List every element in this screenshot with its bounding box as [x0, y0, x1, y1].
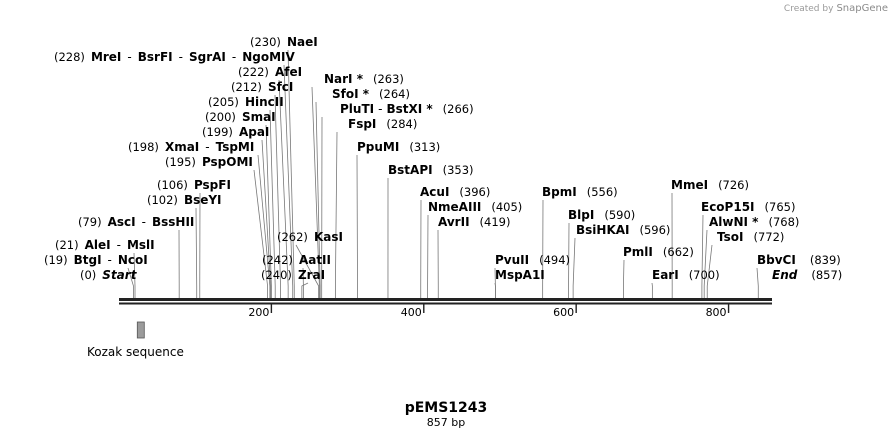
site-label-BsiHKAI[interactable]: BsiHKAI (596)	[576, 223, 670, 237]
site-label-BlpI[interactable]: BlpI (590)	[568, 208, 635, 222]
scale-tick-label-200: 200	[248, 306, 269, 319]
leader-ZraI	[301, 282, 309, 298]
site-label-MreI[interactable]: (228) MreI - BsrFI - SgrAI - NgoMIV	[54, 50, 296, 64]
plasmid-length: 857 bp	[427, 416, 465, 429]
site-label-PvuII[interactable]: PvuII (494)	[495, 253, 570, 267]
site-label-NarI[interactable]: NarI * (263)	[324, 72, 404, 86]
leader-EcoP15I	[701, 214, 704, 298]
leader-PmlI	[623, 259, 625, 298]
site-label-AfeI[interactable]: (222) AfeI	[238, 65, 302, 79]
site-label-BtgI[interactable]: (19) BtgI - NcoI	[44, 253, 148, 267]
site-label-End[interactable]: End (857)	[772, 268, 842, 282]
kozak-feature-box[interactable]	[136, 321, 145, 339]
leader-KasI	[295, 244, 320, 298]
leader-BtgI	[127, 267, 134, 298]
leader-TsoI	[706, 244, 713, 298]
leader-SmaI	[265, 124, 272, 298]
scale-tick-label-800: 800	[706, 306, 727, 319]
site-label-ZraI[interactable]: (240) ZraI	[261, 268, 325, 282]
leader-SfcI	[274, 94, 281, 298]
scale-tick-label-600: 600	[553, 306, 574, 319]
site-label-AvrII[interactable]: AvrII (419)	[438, 215, 510, 229]
kozak-feature-label: Kozak sequence	[87, 345, 184, 359]
site-label-AcuI[interactable]: AcuI (396)	[420, 185, 490, 199]
leader-PspOMI	[253, 169, 268, 298]
enzyme-labels: (230) NaeI(228) MreI - BsrFI - SgrAI - NgoMIV(22…	[44, 35, 842, 282]
leader-FspI	[334, 131, 338, 298]
site-label-EarI[interactable]: EarI (700)	[652, 268, 720, 282]
leader-AlwNI	[703, 229, 708, 298]
leader-NarI	[311, 86, 320, 298]
leader-BseYI	[195, 207, 198, 298]
sequence-backbone-bottom	[119, 302, 772, 305]
scale-tick-label-400: 400	[401, 306, 422, 319]
site-label-BbvCI[interactable]: BbvCI (839)	[757, 253, 841, 267]
site-label-FspI[interactable]: FspI (284)	[348, 117, 417, 131]
leader-XmaI	[257, 154, 271, 298]
site-label-AatII[interactable]: (242) AatII	[262, 253, 331, 267]
site-label-AleI[interactable]: (21) AleI - MslI	[55, 238, 155, 252]
site-label-AscI[interactable]: (79) AscI - BssHII	[78, 215, 194, 229]
site-label-SfcI[interactable]: (212) SfcI	[231, 80, 293, 94]
leader-BbvCI	[756, 267, 759, 298]
plasmid-name: pEMS1243	[405, 400, 488, 416]
leader-AfeI	[278, 79, 289, 298]
site-label-MmeI[interactable]: MmeI (726)	[671, 178, 749, 192]
enzyme-leaders	[127, 49, 759, 298]
leader-AleI	[133, 252, 136, 298]
leader-MreI	[283, 64, 294, 298]
site-label-NaeI[interactable]: (230) NaeI	[250, 35, 318, 49]
site-label-HincII[interactable]: (205) HincII	[208, 95, 284, 109]
leader-NaeI	[287, 49, 295, 298]
site-label-AlwNI[interactable]: AlwNI * (768)	[709, 215, 799, 229]
site-label-MspA1I[interactable]: MspA1I	[495, 268, 545, 282]
site-label-PmlI[interactable]: PmlI (662)	[623, 245, 694, 259]
leader-HincII	[269, 109, 276, 298]
scale-ticks: 200 400 600 800	[248, 304, 730, 319]
site-label-BseYI[interactable]: (102) BseYI	[147, 193, 222, 207]
site-label-BpmI[interactable]: BpmI (556)	[542, 185, 618, 199]
site-label-SfoI[interactable]: SfoI * (264)	[332, 87, 410, 101]
site-label-XmaI[interactable]: (198) XmaI - TspMI	[128, 140, 254, 154]
site-label-PspFI[interactable]: (106) PspFI	[157, 178, 231, 192]
site-label-SmaI[interactable]: (200) SmaI	[205, 110, 276, 124]
leader-BsiHKAI	[572, 237, 576, 298]
sequence-backbone-top	[119, 298, 772, 301]
site-label-NmeAIII[interactable]: NmeAIII (405)	[428, 200, 522, 214]
site-label-KasI[interactable]: (262) KasI	[277, 230, 343, 244]
site-label-PpuMI[interactable]: PpuMI (313)	[357, 140, 440, 154]
leader-SfoI	[315, 101, 321, 298]
site-label-PluTI[interactable]: PluTI - BstXI * (266)	[340, 102, 474, 116]
site-label-PspOMI[interactable]: (195) PspOMI	[165, 155, 253, 169]
site-label-BstAPI[interactable]: BstAPI (353)	[388, 163, 474, 177]
site-label-ApaI[interactable]: (199) ApaI	[202, 125, 269, 139]
site-label-Start[interactable]: (0) Start	[80, 268, 138, 282]
site-label-EcoP15I[interactable]: EcoP15I (765)	[701, 200, 795, 214]
snapgene-branding: Created by SnapGene	[784, 3, 888, 14]
leader-ApaI	[261, 139, 272, 298]
site-label-TsoI[interactable]: TsoI (772)	[717, 230, 784, 244]
